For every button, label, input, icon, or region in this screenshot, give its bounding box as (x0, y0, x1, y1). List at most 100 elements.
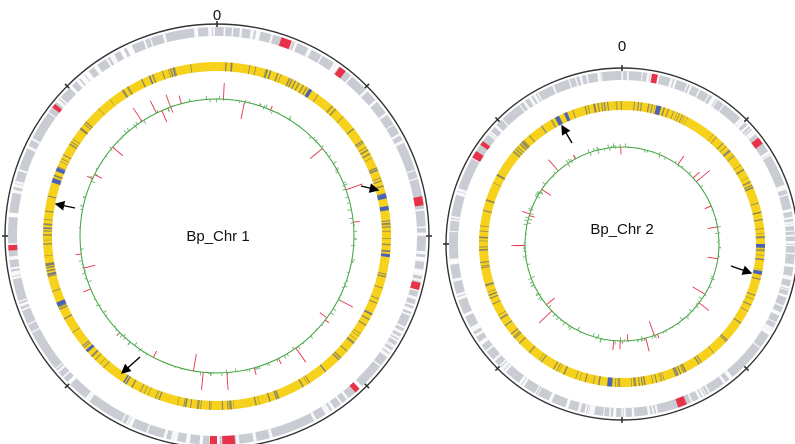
c2-gene-mark (592, 375, 596, 385)
c1-plot-peak (292, 346, 295, 350)
c1-outer-gap (249, 29, 255, 40)
c1-plot-peak (266, 363, 268, 366)
c2-plot-peak (685, 316, 689, 320)
c2-gene-mark (719, 145, 727, 153)
c2-gene-mark (558, 363, 563, 373)
c1-plot-peak (344, 183, 348, 186)
c1-gene-mark (364, 157, 373, 162)
c2-plot-peak (539, 298, 543, 301)
c1-outer-highlight (278, 37, 292, 50)
c2-outer-gap (534, 385, 541, 394)
c1-plot-peak (302, 342, 304, 344)
c1-gene-mark (72, 327, 81, 334)
c1-gene-mark (151, 74, 157, 84)
c2-gene-mark (753, 268, 763, 271)
c1-plot-peak (328, 154, 332, 158)
c2-plot-peak (527, 222, 531, 225)
c2-gene-mark (746, 291, 756, 297)
c2-gene-mark (736, 169, 745, 175)
c1-outer-gap (173, 431, 179, 442)
c1-outer-gap (416, 226, 426, 229)
c1-outer-gap (82, 74, 90, 84)
c2-axis-tick (743, 365, 750, 372)
c2-plot-peak (528, 207, 532, 210)
c2-gene-mark (752, 211, 762, 215)
c1-gene-mark (63, 313, 73, 320)
c2-gene-mark (693, 356, 700, 365)
c2-gene-mark (740, 306, 749, 312)
c1-gene-mark (336, 116, 344, 123)
c2-gene-mark (719, 335, 727, 343)
c2-gene-mark (708, 346, 715, 354)
c1-gene-mark (80, 127, 89, 134)
c1-plot-peak (332, 308, 337, 311)
c2-outer-gap (522, 100, 531, 110)
c2-outer-highlight (675, 396, 687, 408)
c2-plot-peak (592, 147, 595, 152)
c1-gene-mark (125, 376, 132, 385)
c2-plot-peak (530, 206, 533, 208)
c2-outer-gap (623, 407, 626, 417)
c2-outer-gap (568, 79, 573, 89)
c2-gene-mark (637, 101, 640, 111)
c2-gene-mark (556, 362, 562, 372)
c2-outer-gap (503, 363, 512, 373)
c2-outer-gap (574, 77, 579, 87)
c2-gene-mark (512, 151, 521, 158)
c2-gene-mark (640, 376, 643, 386)
c2-plot-peak (651, 336, 653, 339)
c1-gene-mark (45, 265, 55, 269)
c2-gene-mark (679, 364, 685, 374)
c2-gene-mark (616, 101, 618, 111)
c1-gene-mark (225, 62, 227, 72)
c1-outer-gap (12, 275, 22, 280)
c1-plot-peak (84, 277, 87, 280)
c1-gene-mark (230, 62, 232, 72)
c2-gene-mark (755, 236, 765, 239)
c1-plot-peak (126, 127, 130, 132)
c2-gene-mark (615, 377, 617, 387)
c1-outer-gap (373, 360, 381, 367)
c2-outer-gap (597, 72, 602, 82)
c1-gene-mark (227, 400, 229, 410)
c2-outer-gap (723, 371, 732, 380)
c2-outer-gap (552, 85, 558, 95)
c1-gene-highlight (51, 177, 62, 186)
c2-outer-gap (479, 337, 489, 346)
c2-outer-gap (451, 215, 461, 219)
c1-outer-gap (378, 112, 388, 120)
c1-gene-mark (43, 230, 53, 232)
c1-plot-peak (91, 180, 96, 184)
c2-gene-mark (479, 246, 489, 248)
c1-gene-mark (61, 158, 70, 163)
c1-gene-mark (372, 177, 382, 182)
c2-gene-mark (519, 143, 527, 151)
c2-plot-peak (529, 215, 535, 218)
c2-outer-gap (450, 218, 460, 222)
c1-outer-gap (341, 391, 349, 400)
c2-gene-mark (479, 240, 489, 242)
c2-plot-peak (541, 188, 552, 196)
c1-plot-peak (263, 104, 266, 108)
c1-outer-gap (11, 271, 21, 277)
c2-outer-gap (518, 104, 526, 113)
c1-outer-gap (208, 27, 213, 37)
c2-outer-gap (591, 405, 596, 415)
c2-outer-gap (587, 404, 590, 414)
c1-outer-gap (386, 340, 396, 347)
c2-outer-gap (683, 83, 689, 93)
c2-gene-mark (485, 199, 495, 203)
c1-outer-gap (406, 169, 416, 174)
c1-outer-gap (322, 403, 331, 414)
c1-outer-gap (385, 342, 395, 349)
c1-plot-peak (78, 260, 83, 262)
c2-plot-peak (542, 185, 545, 188)
c2-gene-mark (512, 330, 521, 338)
c2-gene-mark (745, 295, 754, 300)
c1-gene-mark (210, 400, 212, 410)
c2-outer-gap (493, 353, 502, 362)
c1-plot-peak (310, 335, 314, 339)
c2-outer-gap (651, 405, 655, 415)
c2-axis-tick (494, 365, 501, 372)
c2-outer-gap (747, 132, 756, 140)
